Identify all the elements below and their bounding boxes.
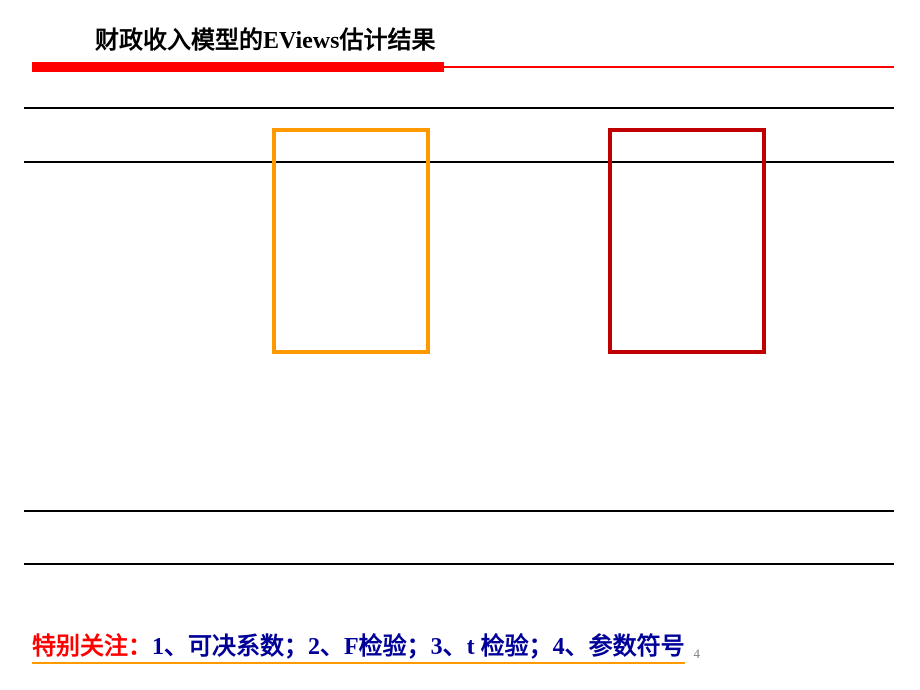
page-number: 4 bbox=[694, 646, 701, 662]
bottom-note-label: 特别关注： bbox=[32, 634, 152, 660]
bottom-note: 特别关注：1、可决系数；2、F检验；3、t 检验；4、参数符号 bbox=[32, 626, 685, 664]
bottom-note-content: 1、可决系数；2、F检验；3、t 检验；4、参数符号 bbox=[152, 634, 685, 660]
title-underline-thin bbox=[444, 66, 894, 68]
divider-line-3 bbox=[24, 510, 894, 512]
divider-line-4 bbox=[24, 563, 894, 565]
highlight-box-red bbox=[608, 128, 766, 354]
divider-line-1 bbox=[24, 107, 894, 109]
highlight-box-orange bbox=[272, 128, 430, 354]
slide: 财政收入模型的EViews估计结果 特别关注：1、可决系数；2、F检验；3、t … bbox=[0, 0, 920, 690]
slide-title: 财政收入模型的EViews估计结果 bbox=[95, 20, 435, 55]
title-underline-thick bbox=[32, 62, 444, 72]
